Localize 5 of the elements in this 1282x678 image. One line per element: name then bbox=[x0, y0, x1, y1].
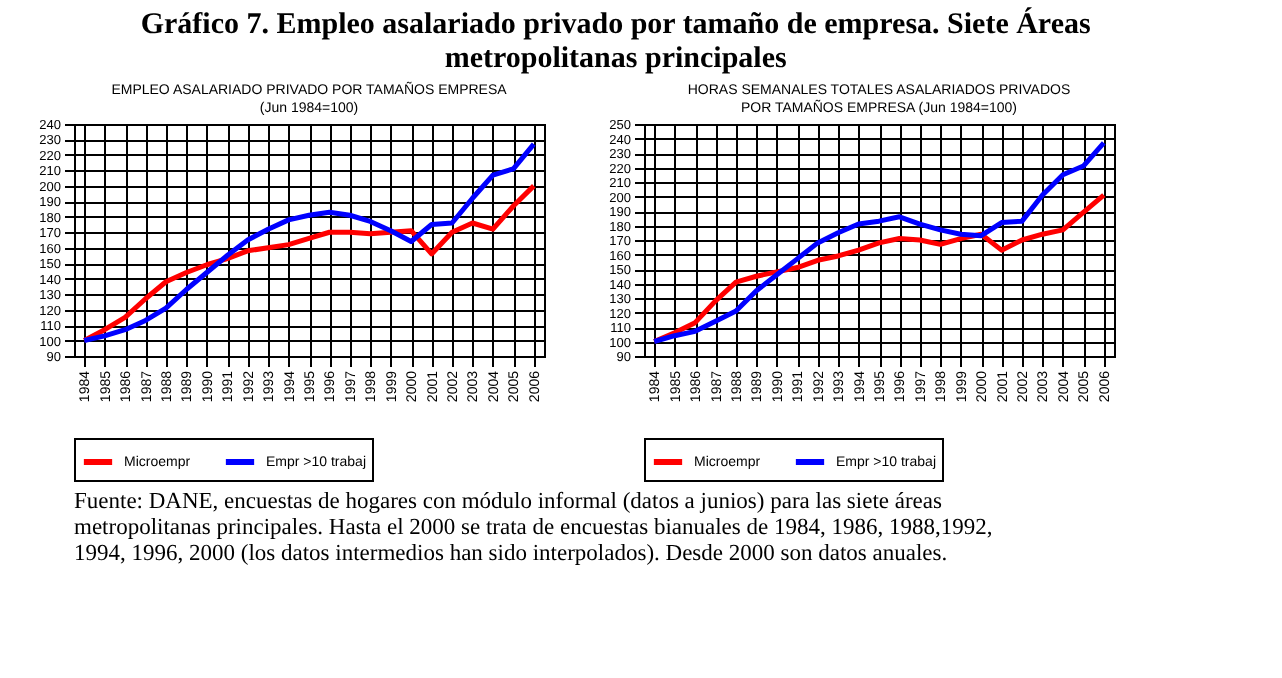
source-note: Fuente: DANE, encuestas de hogares con módulo informal (datos a junios) para las siete áreas metropolitanas principales. Hasta el 2000 se trata de encuestas bianuales de 1984, 1986, 1988,1992, 1994, 1996, 2000 (los datos intermedios han sido interpolados). Desde 2000 son datos anuales. bbox=[74, 490, 993, 566]
line-series bbox=[651, 140, 1107, 344]
text: Gráfico 7. Empleo asalariado privado por tamaño de empresa. Siete Áreas metropolitanas principales bbox=[140, 7, 1091, 75]
line-series bbox=[81, 183, 537, 344]
line-series bbox=[81, 141, 537, 344]
